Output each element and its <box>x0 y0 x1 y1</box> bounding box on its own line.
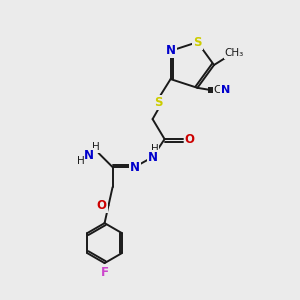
Text: C: C <box>214 85 221 95</box>
Text: N: N <box>166 44 176 57</box>
Text: H: H <box>151 144 158 154</box>
Text: O: O <box>184 133 195 146</box>
Text: S: S <box>193 36 202 49</box>
Text: S: S <box>154 96 163 109</box>
Text: H: H <box>77 156 85 166</box>
Text: N: N <box>130 160 140 174</box>
Text: CH₃: CH₃ <box>224 48 244 58</box>
Text: N: N <box>84 148 94 162</box>
Text: H: H <box>92 142 100 152</box>
Text: N: N <box>221 85 230 95</box>
Text: F: F <box>100 266 109 279</box>
Text: O: O <box>97 199 106 212</box>
Text: N: N <box>148 151 158 164</box>
